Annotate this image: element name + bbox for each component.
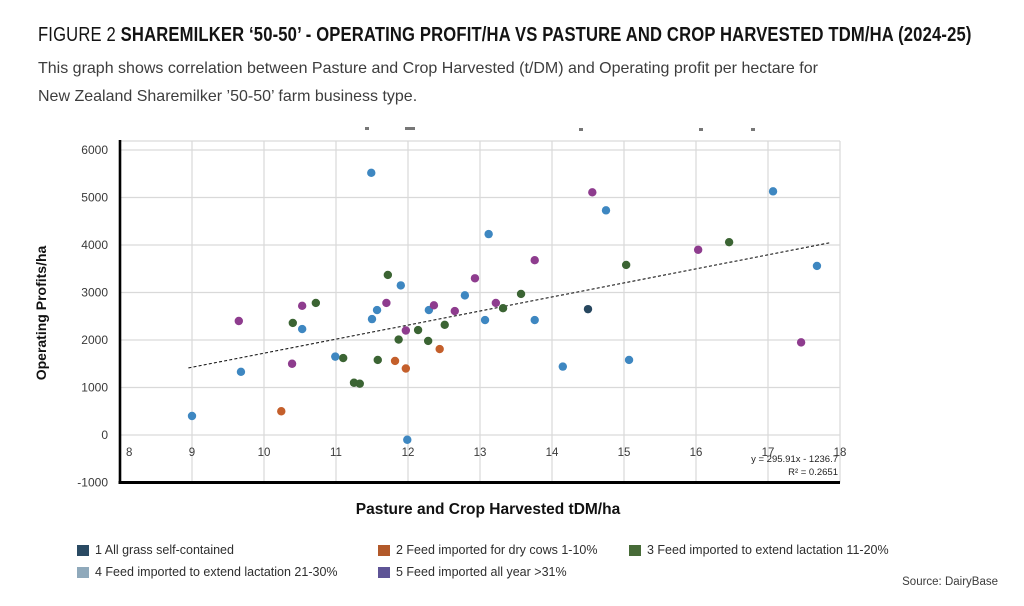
svg-text:1000: 1000	[81, 381, 108, 395]
svg-text:6000: 6000	[81, 143, 108, 157]
legend-label-2: 2 Feed imported for dry cows 1-10%	[396, 543, 598, 557]
svg-text:9: 9	[189, 447, 195, 459]
svg-text:16: 16	[690, 447, 703, 459]
data-points	[187, 168, 822, 444]
svg-text:11: 11	[330, 447, 342, 459]
svg-text:13: 13	[474, 447, 487, 459]
figure-title-text: SHAREMILKER ‘50-50’ - OPERATING PROFIT/H…	[120, 24, 972, 46]
legend-label-4: 4 Feed imported to extend lactation 21-3…	[95, 565, 338, 579]
legend-label-1: 1 All grass self-contained	[95, 543, 234, 557]
tick-labels: 8 9 10 11 12 13 14 15 16 17 18 -1000 0 1000 2000 3000 40…	[77, 143, 846, 489]
legend-label-5: 5 Feed imported all year >31%	[396, 565, 567, 579]
legend-item-1: 1 All grass self-contained	[77, 544, 234, 557]
svg-text:14: 14	[546, 447, 559, 459]
axes	[118, 140, 840, 484]
svg-text:12: 12	[402, 447, 415, 459]
svg-text:8: 8	[126, 447, 132, 459]
figure-title: FIGURE 2 SHAREMILKER ‘50-50’ - OPERATING…	[38, 25, 972, 45]
svg-text:15: 15	[618, 447, 631, 459]
svg-text:18: 18	[834, 447, 847, 459]
svg-text:R² = 0.2651: R² = 0.2651	[788, 467, 838, 478]
trendline-equation: y = 295.91x - 1236.7 R² = 0.2651	[751, 454, 838, 478]
svg-text:-1000: -1000	[77, 476, 108, 490]
legend-swatch-1	[77, 545, 89, 556]
legend-swatch-2	[378, 545, 390, 556]
source-credit: Source: DairyBase	[902, 576, 998, 588]
legend-swatch-5	[378, 567, 390, 578]
svg-text:4000: 4000	[81, 238, 108, 252]
legend-label-3: 3 Feed imported to extend lactation 11-2…	[647, 543, 889, 557]
legend-item-2: 2 Feed imported for dry cows 1-10%	[378, 544, 597, 557]
svg-text:10: 10	[258, 447, 271, 459]
legend-item-3: 3 Feed imported to extend lactation 11-2…	[629, 544, 889, 557]
legend-item-4: 4 Feed imported to extend lactation 21-3…	[77, 566, 338, 579]
svg-text:y = 295.91x - 1236.7: y = 295.91x - 1236.7	[751, 454, 838, 465]
svg-text:5000: 5000	[81, 191, 108, 205]
x-axis-title: Pasture and Crop Harvested tDM/ha	[356, 501, 621, 518]
svg-text:2000: 2000	[81, 333, 108, 347]
svg-text:17: 17	[762, 447, 775, 459]
gridlines	[120, 140, 841, 483]
figure-subtitle-line2: New Zealand Sharemilker ’50-50’ farm bus…	[38, 88, 418, 105]
trendline	[188, 242, 830, 369]
y-axis-title: Operating Profits/ha	[33, 246, 49, 381]
figure-subtitle: This graph shows correlation between Pas…	[38, 55, 818, 111]
svg-text:0: 0	[101, 428, 108, 442]
legend-swatch-4	[77, 567, 89, 578]
figure-subtitle-line1: This graph shows correlation between Pas…	[38, 60, 818, 77]
svg-text:3000: 3000	[81, 286, 108, 300]
legend-swatch-3	[629, 545, 641, 556]
figure-number-label: FIGURE 2	[38, 24, 116, 46]
legend-item-5: 5 Feed imported all year >31%	[378, 566, 567, 579]
